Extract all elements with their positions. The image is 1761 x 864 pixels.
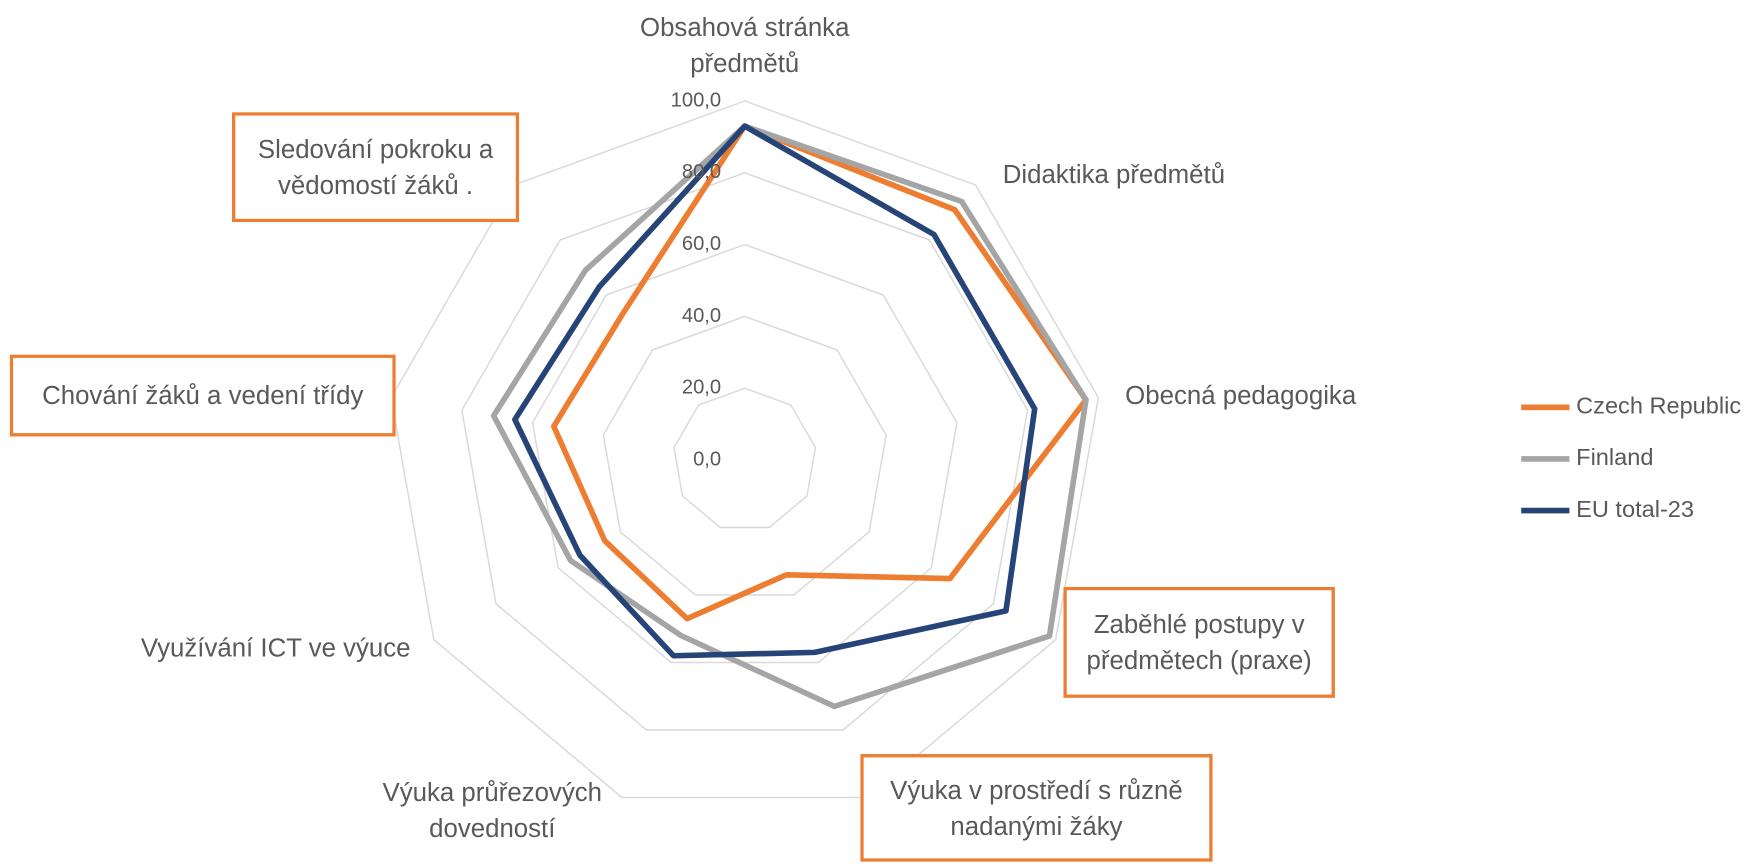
category-label-box: Sledování pokroku a vědomostí žáků . xyxy=(231,112,520,223)
category-label-box: Obsahová stránka předmětů xyxy=(639,12,850,78)
y-tick-label: 60,0 xyxy=(682,233,721,255)
legend-label: Czech Republic xyxy=(1576,393,1741,419)
grid-ring xyxy=(531,243,958,664)
y-tick-label: 100,0 xyxy=(671,89,722,111)
legend-label: EU total-23 xyxy=(1576,496,1694,522)
series-line xyxy=(512,123,1038,659)
category-label: Didaktika předmětů xyxy=(1002,159,1226,189)
category-label-box: Didaktika předmětů xyxy=(1002,159,1226,189)
y-tick-label: 20,0 xyxy=(682,377,721,399)
category-label: Obecná pedagogika xyxy=(1125,380,1357,410)
series-line xyxy=(490,123,1089,710)
y-tick-label: 0,0 xyxy=(693,448,721,470)
y-tick-label: 40,0 xyxy=(682,305,721,327)
category-label-box: Zaběhlé postupy v předmětech (praxe) xyxy=(1063,586,1335,698)
series-line xyxy=(550,123,1089,622)
category-label: Využívání ICT ve výuce xyxy=(140,632,411,663)
grid-ring xyxy=(461,172,1029,731)
grid-ring xyxy=(602,315,887,596)
category-label: Sledování pokroku a vědomostí žáků . xyxy=(231,112,520,223)
grid-ring xyxy=(673,387,817,529)
category-label-box: Výuka v prostředí s různě nadanými žáky xyxy=(860,754,1213,862)
category-label-box: Obecná pedagogika xyxy=(1125,380,1357,410)
category-label: Chování žáků a vedení třídy xyxy=(9,354,396,436)
category-label: Výuka průřezových dovedností xyxy=(382,777,602,843)
category-label-box: Využívání ICT ve výuce xyxy=(140,632,411,663)
category-label: Obsahová stránka předmětů xyxy=(639,12,850,78)
category-label: Výuka v prostředí s různě nadanými žáky xyxy=(860,754,1213,862)
legend-label: Finland xyxy=(1576,444,1653,470)
grid-ring xyxy=(390,100,1100,799)
category-label: Zaběhlé postupy v předmětech (praxe) xyxy=(1063,586,1335,698)
category-label-box: Výuka průřezových dovedností xyxy=(382,777,602,843)
y-tick-label: 80,0 xyxy=(682,161,721,183)
category-label-box: Chování žáků a vedení třídy xyxy=(9,354,396,436)
